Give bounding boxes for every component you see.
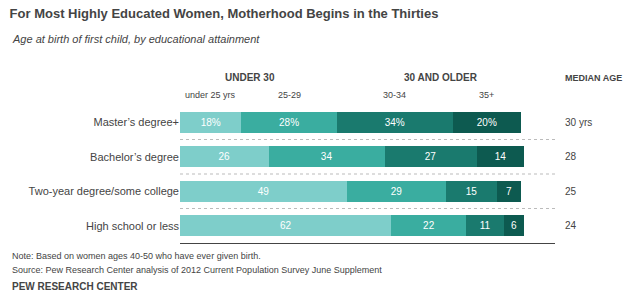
svg-text:22: 22	[423, 220, 435, 231]
svg-text:Source: Pew Research Center an: Source: Pew Research Center analysis of …	[12, 265, 382, 275]
svg-text:11: 11	[480, 220, 491, 231]
svg-text:29: 29	[391, 186, 403, 197]
svg-text:28%: 28%	[279, 117, 299, 128]
svg-text:18%: 18%	[201, 117, 221, 128]
svg-text:High school or less: High school or less	[86, 220, 179, 232]
svg-text:34%: 34%	[385, 117, 405, 128]
svg-text:30 yrs: 30 yrs	[565, 117, 592, 128]
svg-text:Age at birth of first child, b: Age at birth of first child, by educatio…	[12, 33, 260, 45]
svg-text:28: 28	[565, 151, 577, 162]
svg-text:34: 34	[321, 151, 333, 162]
svg-text:Bachelor’s degree: Bachelor’s degree	[90, 151, 179, 163]
svg-text:30 AND OLDER: 30 AND OLDER	[404, 72, 478, 83]
svg-text:25: 25	[565, 186, 577, 197]
svg-text:62: 62	[280, 220, 292, 231]
svg-text:UNDER 30: UNDER 30	[225, 72, 275, 83]
svg-text:PEW RESEARCH CENTER: PEW RESEARCH CENTER	[12, 281, 138, 292]
svg-text:27: 27	[425, 151, 437, 162]
svg-text:25-29: 25-29	[278, 90, 301, 100]
svg-text:24: 24	[565, 220, 577, 231]
svg-text:7: 7	[506, 186, 512, 197]
svg-text:20%: 20%	[477, 117, 497, 128]
svg-text:For Most Highly Educated Women: For Most Highly Educated Women, Motherho…	[10, 6, 439, 21]
svg-text:49: 49	[258, 186, 270, 197]
svg-text:Note: Based on women ages 40-5: Note: Based on women ages 40-50 who have…	[12, 251, 261, 261]
svg-text:MEDIAN AGE: MEDIAN AGE	[565, 73, 622, 83]
svg-text:14: 14	[495, 151, 507, 162]
svg-text:26: 26	[219, 151, 231, 162]
svg-text:6: 6	[511, 220, 517, 231]
svg-text:Master’s degree+: Master’s degree+	[93, 116, 179, 128]
svg-text:35+: 35+	[479, 90, 494, 100]
svg-text:Two-year degree/some college: Two-year degree/some college	[29, 185, 179, 197]
svg-text:under 25 yrs: under 25 yrs	[185, 90, 236, 100]
svg-text:30-34: 30-34	[383, 90, 406, 100]
svg-text:15: 15	[466, 186, 478, 197]
